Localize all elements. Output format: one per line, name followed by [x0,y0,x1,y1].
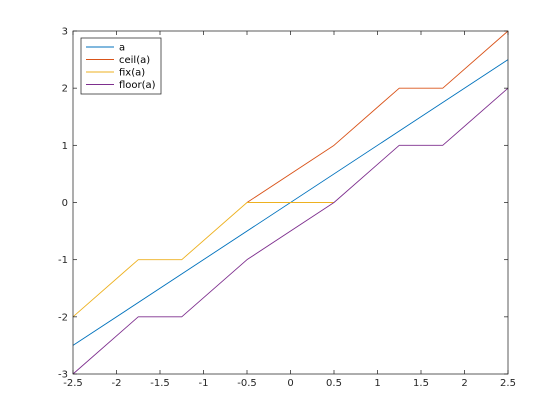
x-tick-label: 1.5 [413,378,429,389]
x-tick-label: 0 [287,378,293,389]
series-layer [72,30,509,375]
x-tick-label: 0.5 [326,378,342,389]
x-tick-label: -1.5 [150,378,170,389]
y-tick-label: 0 [62,198,68,209]
y-tick-label: 1 [62,141,68,152]
legend-label-3: floor(a) [119,80,156,91]
x-tick-label: -1 [199,378,209,389]
x-tick-label: 1 [374,378,380,389]
x-tick-label: 2 [461,378,467,389]
x-tick-label: -2.5 [63,378,83,389]
y-tick-label: -1 [58,255,68,266]
y-tick-label: -2 [58,312,68,323]
legend-label-1: ceil(a) [119,55,150,66]
y-tick-label: -3 [58,370,68,381]
x-tick-label: 2.5 [500,378,516,389]
series-line-1 [246,30,509,203]
legend-label-2: fix(a) [119,68,145,79]
series-line-3 [72,87,509,375]
x-tick-label: -0.5 [237,378,257,389]
legend-label-0: a [119,43,125,54]
y-tick-label: 3 [62,27,68,38]
x-tick-label: -2 [112,378,122,389]
series-line-2 [72,202,334,318]
y-tick-label: 2 [62,84,68,95]
tick-layer: -2.5 -2 -1.5 -1 -0.5 0 0.5 1 1.5 2 2.5 -3 -2 -1 0 1 2 3 [58,27,516,390]
